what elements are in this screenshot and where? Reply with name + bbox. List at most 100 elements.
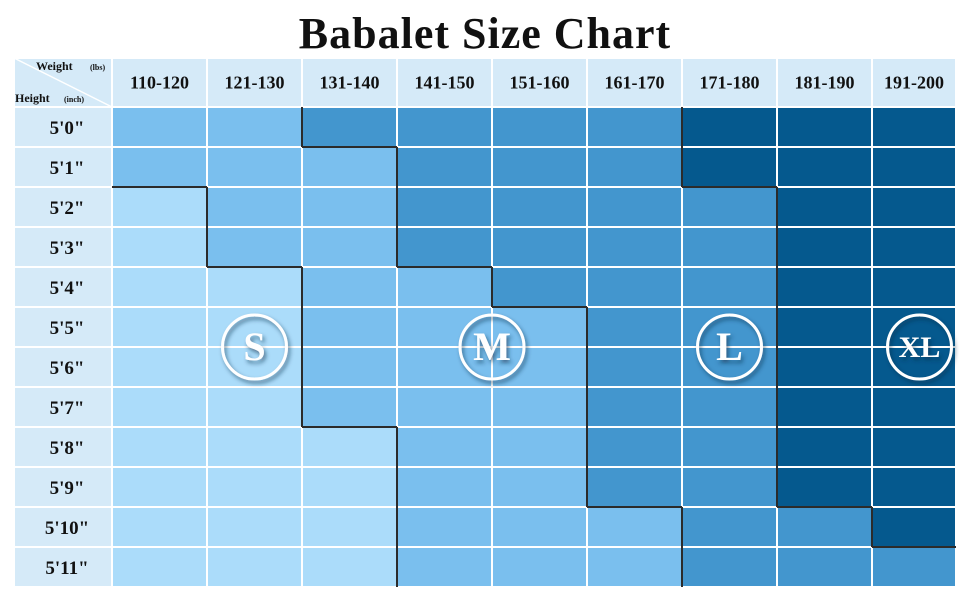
- table-cell: [777, 307, 872, 347]
- table-cell: [302, 147, 397, 187]
- table-cell: [872, 467, 956, 507]
- row-header: 5'3": [50, 238, 85, 259]
- table-cell: [492, 227, 587, 267]
- table-cell: [682, 467, 777, 507]
- table-cell: [207, 467, 302, 507]
- table-cell: [302, 267, 397, 307]
- table-cell: [777, 227, 872, 267]
- size-label: M: [473, 324, 511, 369]
- table-cell: [872, 387, 956, 427]
- size-label: L: [716, 324, 743, 369]
- table-cell: [587, 107, 682, 147]
- column-header: 171-180: [700, 73, 760, 93]
- table-cell: [492, 107, 587, 147]
- table-cell: [207, 267, 302, 307]
- table-cell: [587, 467, 682, 507]
- table-cell: [112, 187, 207, 227]
- table-cell: [112, 227, 207, 267]
- column-header: 161-170: [605, 73, 665, 93]
- table-cell: [587, 147, 682, 187]
- table-cell: [872, 187, 956, 227]
- table-cell: [682, 427, 777, 467]
- column-header: 131-140: [320, 73, 380, 93]
- table-cell: [872, 107, 956, 147]
- table-cell: [207, 187, 302, 227]
- table-cell: [587, 227, 682, 267]
- row-header: 5'6": [50, 358, 85, 379]
- corner-weight-label: Weight: [36, 59, 73, 73]
- table-cell: [397, 107, 492, 147]
- table-cell: [112, 547, 207, 587]
- table-cell: [587, 187, 682, 227]
- table-cell: [397, 427, 492, 467]
- column-header: 141-150: [415, 73, 475, 93]
- header-row: [14, 58, 956, 107]
- table-cell: [777, 427, 872, 467]
- row-header: 5'9": [50, 478, 85, 499]
- size-badge-m: [458, 313, 526, 381]
- row-header: 5'8": [50, 438, 85, 459]
- table-cell: [397, 347, 492, 387]
- table-cell: [777, 187, 872, 227]
- table-cell: [207, 387, 302, 427]
- table-cell: [207, 547, 302, 587]
- table-cell: [302, 307, 397, 347]
- table-cell: [492, 427, 587, 467]
- table-cell: [777, 107, 872, 147]
- table-cell: [492, 547, 587, 587]
- table-cell: [112, 467, 207, 507]
- row-header: 5'0": [50, 118, 85, 139]
- table-cell: [587, 387, 682, 427]
- table-cell: [682, 187, 777, 227]
- table-cell: [397, 307, 492, 347]
- column-header: 110-120: [130, 73, 189, 93]
- table-cell: [492, 507, 587, 547]
- table-cell: [397, 187, 492, 227]
- row-header: 5'4": [50, 278, 85, 299]
- table-cell: [112, 507, 207, 547]
- corner-diagonal: [13, 57, 113, 108]
- table-cell: [302, 547, 397, 587]
- table-cell: [112, 307, 207, 347]
- table-cell: [112, 107, 207, 147]
- table-cell: [302, 427, 397, 467]
- table-cell: [777, 547, 872, 587]
- table-cell: [682, 147, 777, 187]
- table-cell: [492, 467, 587, 507]
- table-cell: [112, 147, 207, 187]
- table-cell: [777, 147, 872, 187]
- row-header: 5'1": [50, 158, 85, 179]
- row-header: 5'2": [50, 198, 85, 219]
- row-header: 5'11": [45, 558, 88, 579]
- column-header: 191-200: [884, 73, 944, 93]
- table-cell: [207, 507, 302, 547]
- table-cell: [397, 547, 492, 587]
- column-header: 181-190: [795, 73, 855, 93]
- table-cell: [777, 267, 872, 307]
- table-cell: [302, 187, 397, 227]
- table-cell: [587, 267, 682, 307]
- size-label: XL: [899, 331, 941, 364]
- corner-weight-unit: (lbs): [90, 63, 105, 72]
- table-cell: [872, 547, 956, 587]
- table-cell: [397, 147, 492, 187]
- table-cell: [682, 507, 777, 547]
- table-cell: [777, 347, 872, 387]
- corner-height-unit: (inch): [64, 95, 84, 104]
- table-cell: [492, 347, 587, 387]
- column-header: 121-130: [225, 73, 285, 93]
- table-cell: [112, 347, 207, 387]
- table-cell: [112, 427, 207, 467]
- row-header: 5'5": [50, 318, 85, 339]
- table-cell: [777, 507, 872, 547]
- table-cell: [207, 427, 302, 467]
- table-cell: [207, 107, 302, 147]
- table-cell: [302, 107, 397, 147]
- column-header: 151-160: [510, 73, 570, 93]
- table-cell: [302, 387, 397, 427]
- table-cell: [587, 307, 682, 347]
- table-cell: [397, 387, 492, 427]
- table-cell: [872, 347, 956, 387]
- table-cell: [492, 187, 587, 227]
